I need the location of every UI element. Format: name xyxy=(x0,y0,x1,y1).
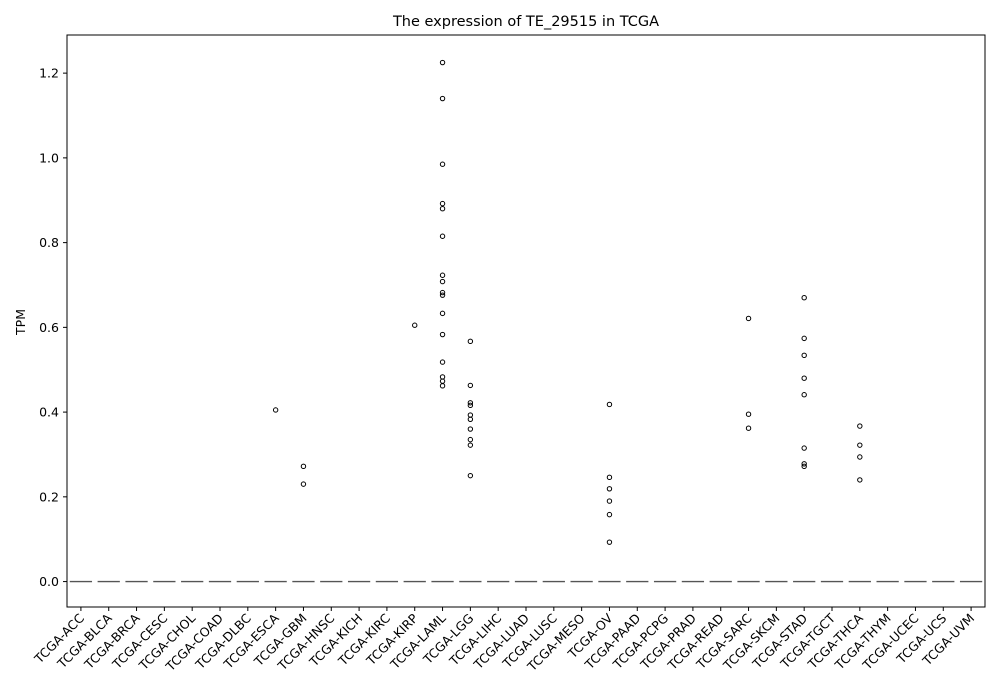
outlier-point xyxy=(801,335,807,342)
outlier-point xyxy=(467,382,474,389)
outlier-point xyxy=(745,425,752,431)
outlier-point xyxy=(467,402,474,409)
outlier-point xyxy=(300,463,307,470)
outlier-point xyxy=(606,401,613,408)
outlier-point xyxy=(439,383,446,389)
outlier-point xyxy=(439,233,446,239)
outlier-point xyxy=(412,322,418,328)
outlier-point xyxy=(439,272,446,278)
outlier-point xyxy=(857,477,863,483)
outlier-point xyxy=(801,445,807,451)
outlier-point xyxy=(439,278,446,285)
outlier-point xyxy=(439,59,446,66)
outlier-point xyxy=(801,463,807,470)
outlier-point xyxy=(606,498,613,504)
chart-title: The expression of TE_29515 in TCGA xyxy=(392,14,659,30)
outlier-point xyxy=(439,359,446,365)
y-axis-label: TPM xyxy=(13,309,28,336)
outlier-point xyxy=(606,486,613,492)
outlier-point xyxy=(467,426,474,432)
y-tick-label: 0.8 xyxy=(39,235,59,250)
outlier-point xyxy=(606,474,613,481)
outlier-point xyxy=(467,338,474,345)
outlier-point xyxy=(439,289,446,296)
outlier-point xyxy=(439,161,446,167)
outlier-point xyxy=(745,315,752,322)
y-tick-label: 1.0 xyxy=(39,150,59,165)
outlier-point xyxy=(801,352,807,359)
outlier-point xyxy=(745,411,752,417)
y-tick-label: 0.2 xyxy=(39,489,59,504)
y-tick-label: 0.6 xyxy=(39,320,59,335)
outlier-point xyxy=(857,442,863,448)
outlier-point xyxy=(467,436,474,443)
outlier-point xyxy=(467,472,474,479)
outlier-point xyxy=(467,416,474,422)
outlier-point xyxy=(801,375,807,381)
outlier-point xyxy=(439,200,446,207)
outlier-point xyxy=(467,400,474,406)
outlier-point xyxy=(439,292,446,298)
y-tick-label: 1.2 xyxy=(39,66,59,81)
outlier-point xyxy=(801,392,807,398)
outlier-point xyxy=(606,539,613,545)
plot-area: 0.00.20.40.60.81.01.2TCGA-ACCTCGA-BLCATC… xyxy=(31,59,983,675)
outlier-point xyxy=(439,95,446,102)
outlier-point xyxy=(439,206,446,212)
outlier-point xyxy=(439,310,446,317)
outlier-point xyxy=(801,461,807,467)
outlier-point xyxy=(857,423,863,429)
y-tick-label: 0.4 xyxy=(39,405,59,420)
outlier-point xyxy=(467,442,474,448)
outlier-point xyxy=(272,407,279,413)
outlier-point xyxy=(439,331,446,338)
outlier-point xyxy=(606,511,613,518)
outlier-point xyxy=(857,454,863,460)
y-tick-label: 0.0 xyxy=(39,574,59,589)
outlier-point xyxy=(801,294,807,301)
outlier-point xyxy=(300,481,307,487)
plot-frame xyxy=(66,34,986,608)
